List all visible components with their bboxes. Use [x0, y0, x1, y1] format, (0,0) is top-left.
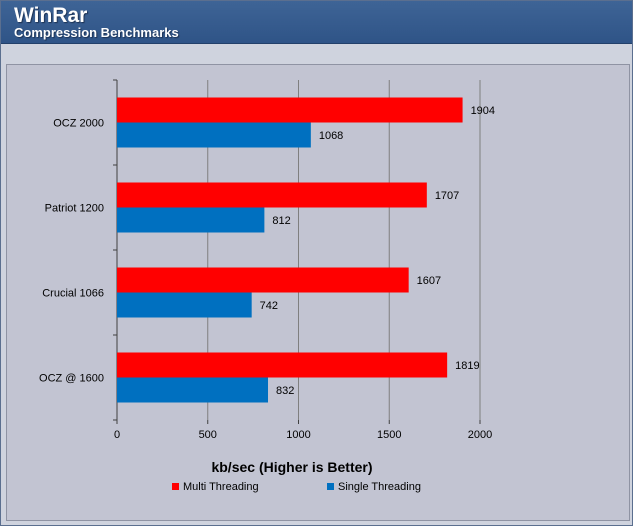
data-label: 1607: [417, 275, 441, 287]
bar-multi-threading: [117, 267, 409, 293]
data-label: 1819: [455, 360, 479, 372]
bar-multi-threading: [117, 352, 448, 378]
category-label: Patriot 1200: [45, 203, 104, 215]
legend: Multi Threading Single Threading: [172, 481, 421, 493]
bars-layer: [117, 97, 463, 403]
x-tick-label: 1000: [286, 429, 310, 441]
category-label: Crucial 1066: [42, 288, 104, 300]
legend-swatch-multi: [172, 483, 179, 490]
x-tick-label: 2000: [468, 429, 492, 441]
legend-swatch-single: [327, 483, 334, 490]
x-tick-label: 1500: [377, 429, 401, 441]
data-label: 1068: [319, 130, 343, 142]
category-label: OCZ 2000: [53, 118, 104, 130]
bar-single-threading: [117, 207, 265, 233]
bar-single-threading: [117, 122, 311, 148]
category-label: OCZ @ 1600: [39, 373, 104, 385]
bar-single-threading: [117, 292, 252, 318]
data-label: 1707: [435, 190, 459, 202]
bar-single-threading: [117, 377, 269, 403]
x-axis-title: kb/sec (Higher is Better): [211, 459, 372, 475]
x-tick-label: 0: [114, 429, 120, 441]
chart-subtitle: Compression Benchmarks: [14, 25, 179, 40]
labels-layer: 0 500 1000 1500 2000 OCZ 2000 1904 1068 Patriot …: [39, 105, 495, 441]
x-tick-label: 500: [199, 429, 217, 441]
chart-title: WinRar: [14, 4, 88, 27]
legend-label-multi: Multi Threading: [183, 481, 259, 493]
bar-multi-threading: [117, 97, 463, 123]
legend-label-single: Single Threading: [338, 481, 421, 493]
data-label: 1904: [471, 105, 495, 117]
bar-multi-threading: [117, 182, 427, 208]
data-label: 812: [272, 215, 290, 227]
chart-header: WinRar Compression Benchmarks: [1, 1, 632, 44]
data-label: 832: [276, 385, 294, 397]
data-label: 742: [260, 300, 278, 312]
